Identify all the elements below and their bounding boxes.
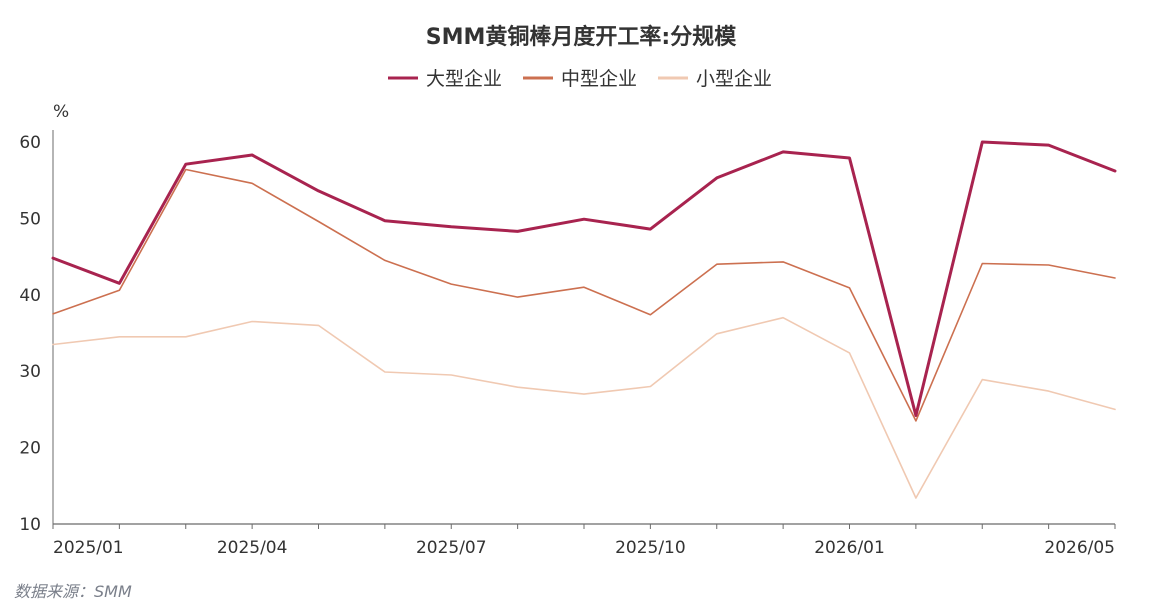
x-tick-label: 2026/05 bbox=[1044, 538, 1115, 558]
x-tick-label: 2025/04 bbox=[217, 538, 288, 558]
x-tick-label: 2025/01 bbox=[53, 538, 124, 558]
y-tick-label: 10 bbox=[19, 515, 41, 535]
series-line-2 bbox=[52, 316, 1116, 499]
series-group bbox=[51, 140, 1117, 499]
x-axis: 2025/01 2025/04 2025/07 2025/10 2026/01 2026/… bbox=[52, 523, 1116, 558]
series-line-1 bbox=[52, 168, 1116, 422]
chart-title: SMM黄铜棒月度开工率:分规模 bbox=[426, 24, 737, 50]
legend-label: 小型企业 bbox=[696, 68, 772, 90]
y-axis: 10 20 30 40 50 60 bbox=[19, 130, 54, 535]
data-source-note: 数据来源：SMM bbox=[14, 582, 132, 601]
y-axis-unit: % bbox=[53, 102, 69, 122]
y-tick-label: 20 bbox=[19, 439, 41, 459]
y-tick-label: 40 bbox=[19, 286, 41, 306]
x-tick-label: 2026/01 bbox=[814, 538, 885, 558]
y-tick-label: 50 bbox=[19, 209, 41, 229]
x-tick-label: 2025/07 bbox=[416, 538, 487, 558]
y-tick-label: 30 bbox=[19, 362, 41, 382]
legend-label: 大型企业 bbox=[426, 68, 502, 90]
legend-label: 中型企业 bbox=[561, 68, 637, 90]
series-line-0 bbox=[51, 140, 1117, 417]
x-tick-label: 2025/10 bbox=[615, 538, 686, 558]
y-tick-label: 60 bbox=[19, 133, 41, 153]
chart-legend: 大型企业 中型企业 小型企业 bbox=[388, 68, 772, 90]
